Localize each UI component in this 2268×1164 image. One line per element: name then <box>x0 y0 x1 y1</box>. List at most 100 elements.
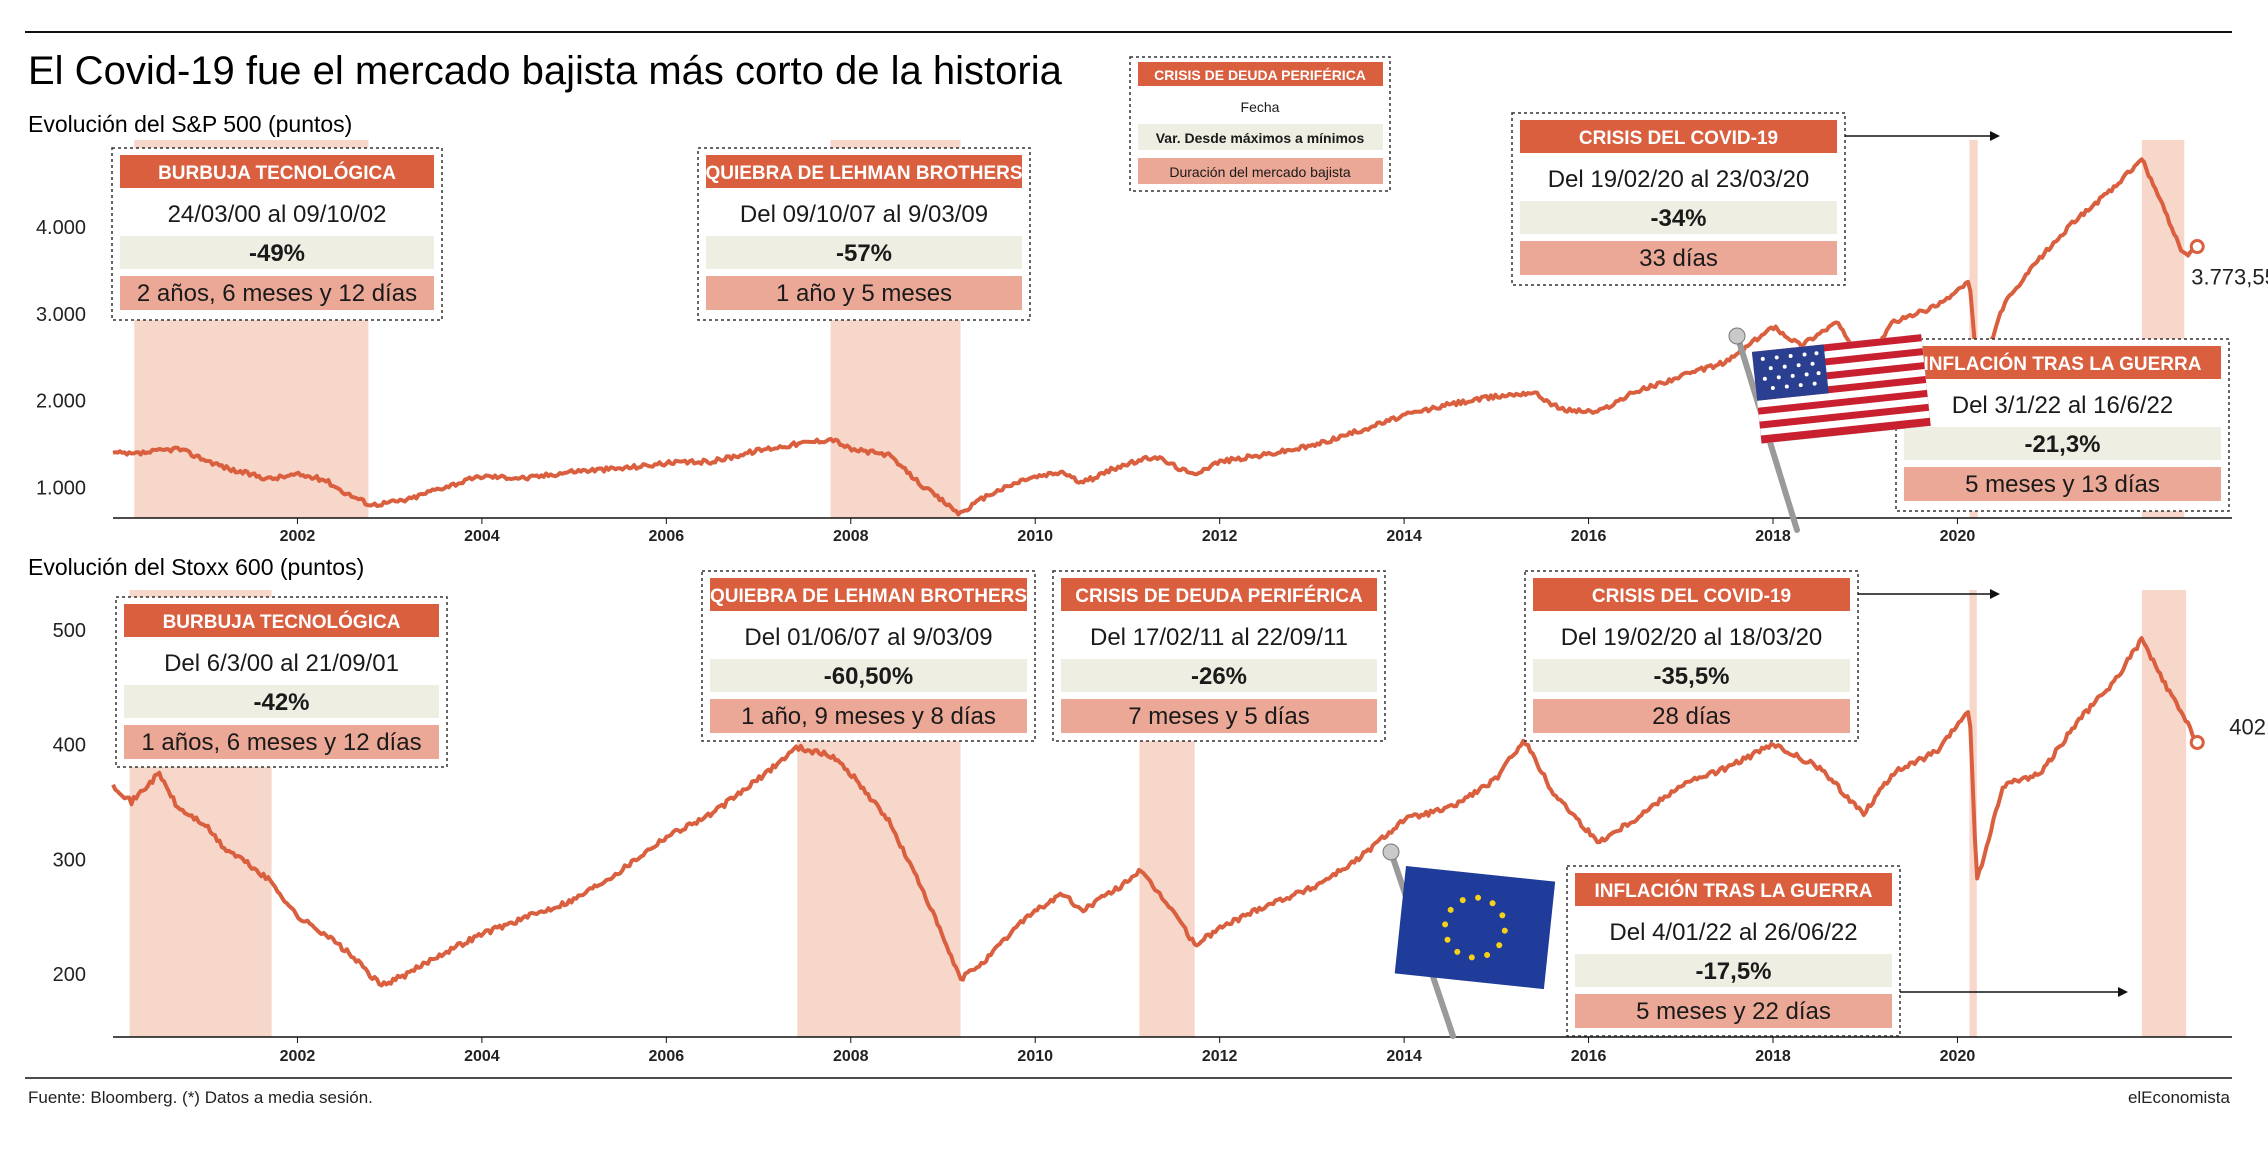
annotation-duration: 7 meses y 5 días <box>1128 703 1309 730</box>
annotation-drawdown: -17,5% <box>1695 958 1771 985</box>
legend-duration-bg <box>1138 158 1383 184</box>
annotation-header-bg <box>1575 873 1892 906</box>
annotation-date: Del 19/02/20 al 23/03/20 <box>1548 166 1810 193</box>
annotation-header: BURBUJA TECNOLÓGICA <box>158 162 396 184</box>
y-tick-label: 4.000 <box>36 217 86 239</box>
legend-frame <box>1129 56 1391 192</box>
annotation-duration: 2 años, 6 meses y 12 días <box>137 280 417 307</box>
annotation-header-bg <box>1904 346 2221 379</box>
y-tick-label: 400 <box>53 735 86 757</box>
x-tick-label: 2010 <box>1017 1048 1053 1065</box>
x-tick-label: 2012 <box>1202 528 1238 545</box>
x-tick-label: 2010 <box>1017 528 1053 545</box>
annotation-date: 24/03/00 al 09/10/02 <box>168 201 387 228</box>
annotation-drawdown-bg <box>1520 201 1837 234</box>
annotation-duration: 28 días <box>1652 703 1731 730</box>
annotation-duration-bg <box>710 699 1027 733</box>
annotation-arrow-head <box>2118 987 2128 997</box>
chart-title: El Covid-19 fue el mercado bajista más c… <box>28 49 1063 93</box>
bear-market-annotation: CRISIS DEL COVID-19 Del 19/02/20 al 18/03… <box>1524 570 2000 742</box>
annotation-header: CRISIS DEL COVID-19 <box>1592 586 1791 607</box>
annotation-header: CRISIS DEL COVID-19 <box>1579 128 1778 149</box>
x-tick-label: 2008 <box>833 528 869 545</box>
y-tick-label: 1.000 <box>36 478 86 500</box>
annotation-duration: 1 año y 5 meses <box>776 280 952 307</box>
annotation-arrow-head <box>1990 131 2000 141</box>
annotation-duration: 1 años, 6 meses y 12 días <box>141 729 421 756</box>
end-point-marker <box>2189 239 2205 255</box>
annotation-drawdown-bg <box>120 236 434 269</box>
x-tick-label: 2002 <box>280 528 316 545</box>
annotation-header-bg <box>124 604 439 637</box>
annotation-header: QUIEBRA DE LEHMAN BROTHERS <box>710 586 1027 607</box>
annotation-header-bg <box>1520 120 1837 153</box>
stoxx600-chart: 200 300 400 500 2002 2004 2006 2008 2010 2012 2014… <box>53 570 2268 1065</box>
annotation-date: Del 01/06/07 al 9/03/09 <box>744 624 992 651</box>
x-tick-label: 2018 <box>1755 528 1791 545</box>
annotation-header: INFLACIÓN TRAS LA GUERRA <box>1595 880 1873 902</box>
annotation-header-bg <box>706 155 1022 188</box>
annotation-duration-bg <box>124 725 439 759</box>
annotation-duration-bg <box>120 276 434 310</box>
annotation-drawdown-bg <box>1533 659 1850 692</box>
annotation-header: BURBUJA TECNOLÓGICA <box>163 611 401 633</box>
sp500-subtitle: Evolución del S&P 500 (puntos) <box>28 111 352 137</box>
legend-header: CRISIS DE DEUDA PERIFÉRICA <box>1154 67 1366 83</box>
annotation-drawdown: -42% <box>253 689 309 716</box>
legend: CRISIS DE DEUDA PERIFÉRICA Fecha Var. De… <box>1129 56 1391 192</box>
bear-market-annotation: QUIEBRA DE LEHMAN BROTHERS Del 09/10/07 a… <box>697 147 1031 321</box>
annotation-drawdown: -21,3% <box>2024 431 2100 458</box>
annotation-header-bg <box>710 578 1027 611</box>
annotation-header-bg <box>1061 578 1377 611</box>
annotation-drawdown: -49% <box>249 240 305 267</box>
annotation-drawdown: -60,50% <box>824 663 913 690</box>
annotation-date: Del 6/3/00 al 21/09/01 <box>164 650 399 677</box>
bear-market-annotation: INFLACIÓN TRAS LA GUERRA Del 4/01/22 al 2… <box>1566 865 2128 1037</box>
y-tick-label: 2.000 <box>36 391 86 413</box>
y-tick-label: 300 <box>53 849 86 871</box>
annotation-drawdown-bg <box>124 685 439 718</box>
annotation-drawdown-bg <box>710 659 1027 692</box>
end-value-label: 3.773,55* <box>2191 265 2268 290</box>
x-tick-label: 2014 <box>1386 1048 1422 1065</box>
bear-market-annotation: QUIEBRA DE LEHMAN BROTHERS Del 01/06/07 a… <box>701 570 1036 742</box>
footer-brand: elEconomista <box>2128 1088 2231 1107</box>
y-tick-label: 3.000 <box>36 304 86 326</box>
eu-flag-pole-knob <box>1382 843 1400 861</box>
annotation-date: Del 19/02/20 al 18/03/20 <box>1561 624 1823 651</box>
annotation-date: Del 09/10/07 al 9/03/09 <box>740 201 988 228</box>
annotation-duration-bg <box>1575 994 1892 1028</box>
annotation-duration: 33 días <box>1639 245 1718 272</box>
x-tick-label: 2008 <box>833 1048 869 1065</box>
annotation-duration-bg <box>1904 467 2221 501</box>
annotation-drawdown-bg <box>706 236 1022 269</box>
bear-market-annotation: INFLACIÓN TRAS LA GUERRA Del 3/1/22 al 16… <box>1895 338 2230 512</box>
annotation-date: Del 17/02/11 al 22/09/11 <box>1090 624 1348 651</box>
x-tick-label: 2006 <box>649 1048 685 1065</box>
annotation-duration-bg <box>1520 241 1837 275</box>
legend-var-bg <box>1138 124 1383 150</box>
annotation-header-bg <box>120 155 434 188</box>
us-flag <box>1728 327 1931 533</box>
end-value-label: 402,4 <box>2229 714 2268 739</box>
legend-date: Fecha <box>1241 99 1280 115</box>
bear-market-annotation: CRISIS DE DEUDA PERIFÉRICA Del 17/02/11 a… <box>1052 570 1386 742</box>
end-point-marker <box>2189 734 2205 750</box>
x-tick-label: 2020 <box>1940 1048 1976 1065</box>
annotation-drawdown-bg <box>1061 659 1377 692</box>
x-tick-label: 2004 <box>464 528 500 545</box>
annotation-drawdown: -34% <box>1650 205 1706 232</box>
legend-header-bg <box>1138 62 1383 86</box>
y-tick-label: 200 <box>53 964 86 986</box>
annotation-duration: 5 meses y 13 días <box>1965 471 2160 498</box>
annotation-date: Del 3/1/22 al 16/6/22 <box>1952 392 2174 419</box>
x-tick-label: 2006 <box>649 528 685 545</box>
y-tick-label: 500 <box>53 620 86 642</box>
x-tick-label: 2002 <box>280 1048 316 1065</box>
annotation-drawdown: -35,5% <box>1653 663 1729 690</box>
x-tick-label: 2016 <box>1571 1048 1607 1065</box>
annotation-duration: 1 año, 9 meses y 8 días <box>741 703 996 730</box>
annotation-duration-bg <box>706 276 1022 310</box>
annotation-date: Del 4/01/22 al 26/06/22 <box>1609 919 1857 946</box>
